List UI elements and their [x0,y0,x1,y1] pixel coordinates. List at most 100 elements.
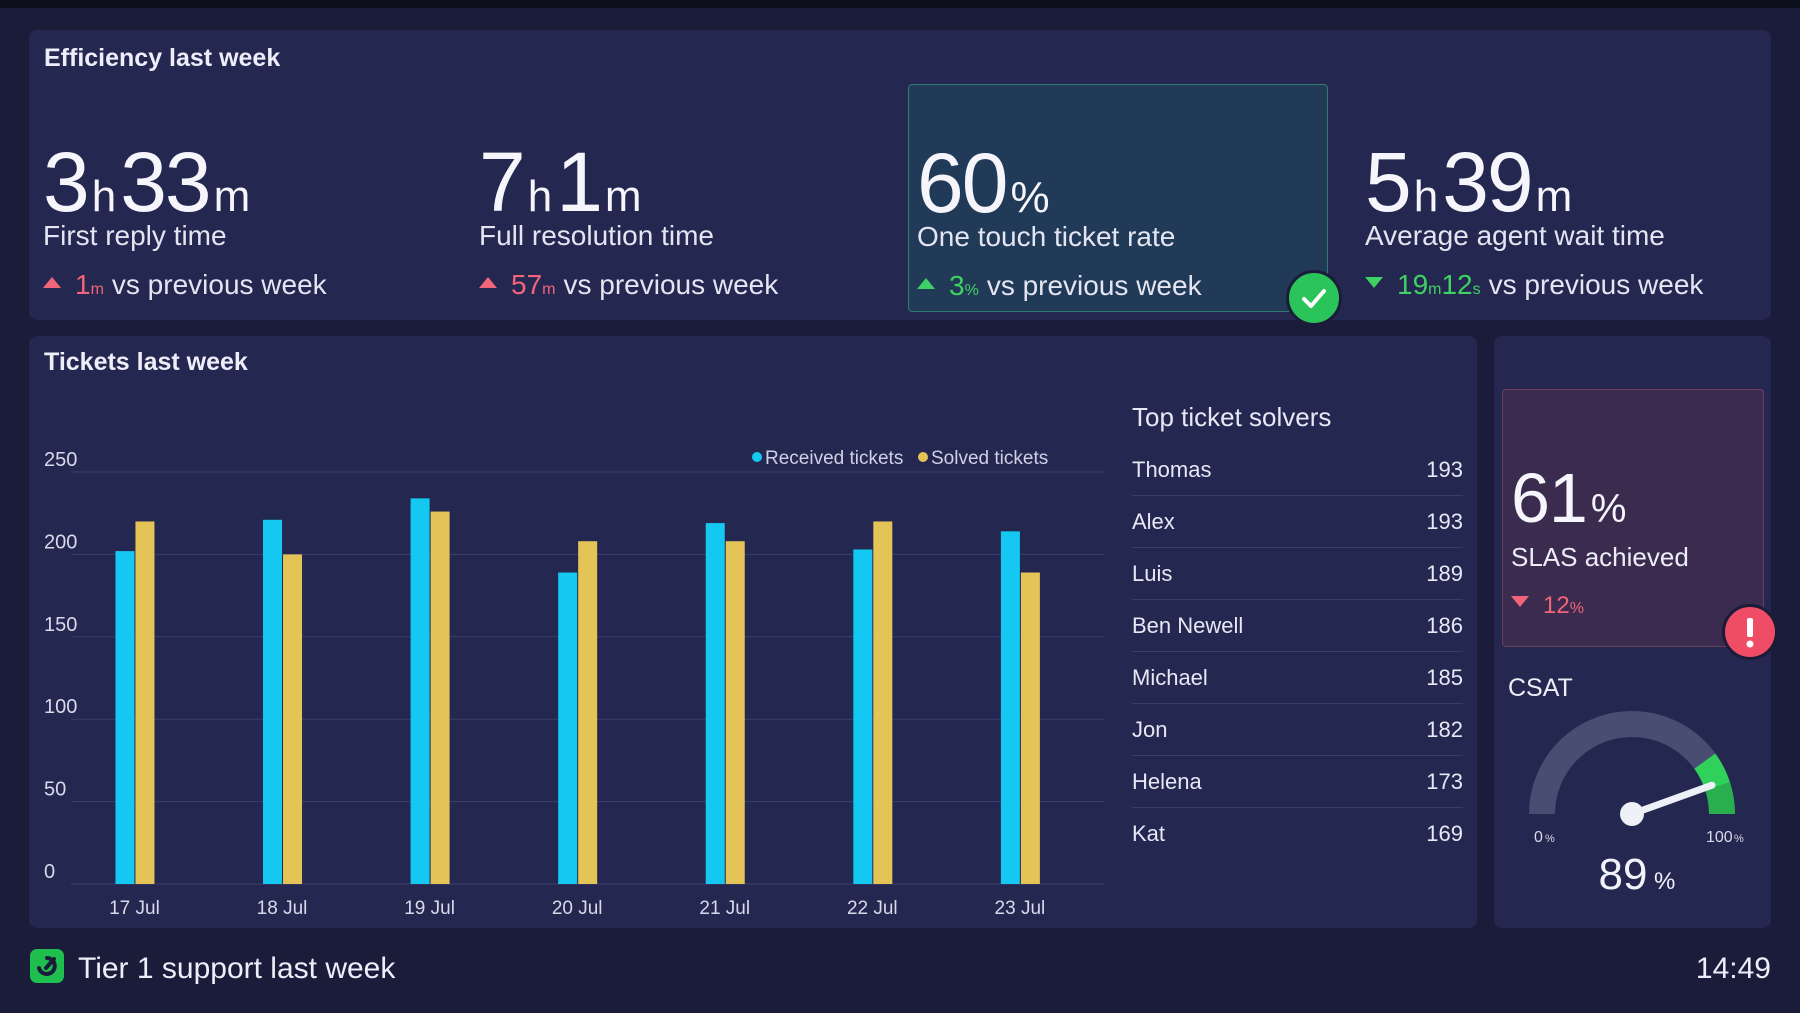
x-tick-label: 18 Jul [257,898,308,919]
y-tick-label: 0 [44,861,55,883]
legend-label: Received tickets [765,448,903,469]
bar-solved [725,541,745,884]
metric-value: 7h1m [479,135,642,229]
metric-full-resolution-time: 7h1m Full resolution time 57 m vs previous… [465,84,885,312]
legend-marker [918,452,928,462]
solver-count: 193 [1426,508,1463,534]
y-tick-label: 250 [44,449,77,471]
alert-icon [1722,604,1778,660]
metric-label: One touch ticket rate [917,221,1176,252]
gauge-green-band-dark [1705,782,1735,815]
metric-one-touch-ticket-rate: 60% One touch ticket rate 3% vs previous … [908,84,1328,312]
gauge-hub [1620,802,1644,826]
bar-solved [430,511,450,884]
tickets-bar-chart: 0 50 100 150 200 250 17 Jul 18 Jul 19 Jul 20 Jul 2… [44,448,1104,919]
bar-received [115,551,135,884]
tickets-title: Tickets last week [44,348,248,376]
solver-name: Michael [1132,664,1208,690]
gauge-max-label: 100 [1706,829,1733,846]
arrow-up-icon [43,277,61,288]
gauge-green-band [1694,753,1730,791]
y-tick-label: 100 [44,696,77,718]
csat-title: CSAT [1508,674,1573,702]
solver-row: Jon 182 [1132,704,1463,756]
solver-count: 186 [1426,612,1463,638]
bar-received [853,549,873,884]
y-tick-label: 150 [44,614,77,636]
bar-received [558,572,578,884]
bar-received [1000,531,1020,884]
solver-row: Michael 185 [1132,652,1463,704]
efficiency-title: Efficiency last week [44,44,281,72]
efficiency-panel: Efficiency last week 3h33m First reply t… [29,30,1771,326]
bar-solved [578,541,598,884]
legend-label: Solved tickets [931,448,1048,469]
gauge-max-unit: % [1734,833,1744,845]
solver-row: Thomas 193 [1132,444,1463,496]
solver-count: 169 [1426,821,1463,846]
bar-received [263,519,283,884]
dashboard-title: Tier 1 support last week [78,952,396,985]
app-logo-icon [29,948,65,984]
x-tick-label: 17 Jul [109,898,160,919]
bar-received [410,498,430,884]
solver-count: 189 [1426,560,1463,586]
metric-delta: 57 m vs previous week [479,269,778,301]
metric-label: Full resolution time [479,220,714,251]
x-tick-label: 21 Jul [699,898,750,919]
arrow-down-icon [1511,596,1529,607]
x-tick-label: 23 Jul [995,898,1046,919]
x-tick-label: 20 Jul [552,898,603,919]
metric-delta: 3% vs previous week [917,270,1202,302]
gauge-min-unit: % [1545,833,1555,845]
metric-label: Average agent wait time [1365,220,1665,251]
x-tick-label: 22 Jul [847,898,898,919]
gauge-min-label: 0 [1534,829,1543,846]
solver-name: Helena [1132,768,1202,794]
arrow-up-icon [917,278,935,289]
solver-count: 185 [1426,664,1463,690]
gauge-needle [1628,781,1716,818]
solver-name: Thomas [1132,456,1212,482]
y-tick-label: 200 [44,531,77,553]
metric-value: 3h33m [43,135,251,229]
csat-gauge: 0% 100 %89% [1529,711,1744,899]
solver-name: Jon [1132,716,1168,742]
tickets-panel: Tickets last week 0 50 100 150 200 250 17 Jul 1… [29,336,1477,928]
solver-count: 182 [1426,716,1463,742]
legend-marker [752,452,762,462]
metric-average-agent-wait-time: 5h39m Average agent wait time 19 m 12 s vs p… [1351,84,1771,312]
solver-name: Ben Newell [1132,612,1244,638]
solver-name: Kat [1132,821,1166,846]
metric-first-reply-time: 3h33m First reply time 1 m vs previous wee… [29,84,449,312]
metric-label: First reply time [43,220,227,251]
top-solvers-title: Top ticket solvers [1132,402,1332,432]
solver-name: Alex [1132,508,1175,534]
top-bar [0,0,1800,8]
clock-time: 14:49 [1695,952,1771,985]
solver-count: 173 [1426,768,1463,794]
arrow-down-icon [1365,277,1383,288]
solver-row: Alex 193 [1132,496,1463,548]
y-tick-label: 50 [44,779,66,801]
metric-value: 60% [917,136,1050,230]
bar-received [705,523,725,884]
bar-solved [873,521,893,884]
bar-solved [283,554,303,884]
csat-value: 89 [1599,850,1648,899]
sla-card: 61% SLAS achieved 12% [1502,389,1764,647]
check-icon [1286,270,1342,326]
sla-csat-panel: 61% SLAS achieved 12% CSAT 0% 100% 89% [1494,336,1778,928]
sla-value: 61% [1511,459,1627,537]
csat-unit: % [1654,868,1675,895]
metric-delta: 19 m 12 s vs previous week [1365,269,1703,301]
solver-row: Ben Newell 186 [1132,600,1463,652]
solver-row: Helena 173 [1132,756,1463,808]
arrow-up-icon [479,277,497,288]
solver-count: 193 [1426,456,1463,482]
bar-solved [1020,572,1040,884]
solver-name: Luis [1132,560,1173,586]
metric-value: 5h39m [1365,135,1573,229]
sla-delta: 12% [1511,592,1592,620]
solver-row: Luis 189 [1132,548,1463,600]
